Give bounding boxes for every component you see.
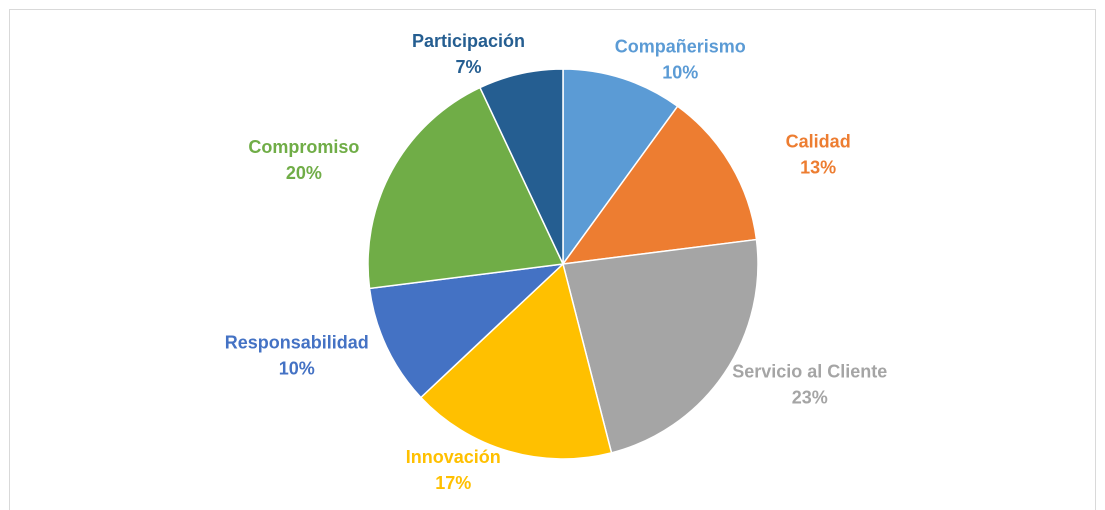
pie-slice bbox=[561, 105, 758, 265]
pie-slice bbox=[419, 262, 613, 460]
slice-label: Compromiso bbox=[248, 137, 359, 157]
pie-slice bbox=[367, 86, 565, 290]
slice-label: Responsabilidad bbox=[225, 332, 369, 352]
pie-slice bbox=[562, 68, 679, 267]
slice-value-label: 17% bbox=[435, 473, 471, 493]
slice-value-label: 10% bbox=[279, 358, 315, 378]
slice-label: Innovación bbox=[406, 447, 501, 467]
slice-label: Participación bbox=[412, 31, 525, 51]
slice-value-label: 13% bbox=[800, 157, 836, 177]
slice-label: Calidad bbox=[786, 131, 851, 151]
slice-label: Servicio al Cliente bbox=[732, 362, 887, 382]
slice-label: Compañerismo bbox=[615, 36, 746, 56]
pie-slice bbox=[368, 262, 566, 399]
slice-value-label: 23% bbox=[792, 388, 828, 408]
pie-slice bbox=[478, 68, 564, 265]
pie-slice bbox=[562, 238, 759, 454]
slice-value-label: 10% bbox=[662, 62, 698, 82]
slice-value-label: 7% bbox=[455, 57, 481, 77]
slice-value-label: 20% bbox=[286, 163, 322, 183]
